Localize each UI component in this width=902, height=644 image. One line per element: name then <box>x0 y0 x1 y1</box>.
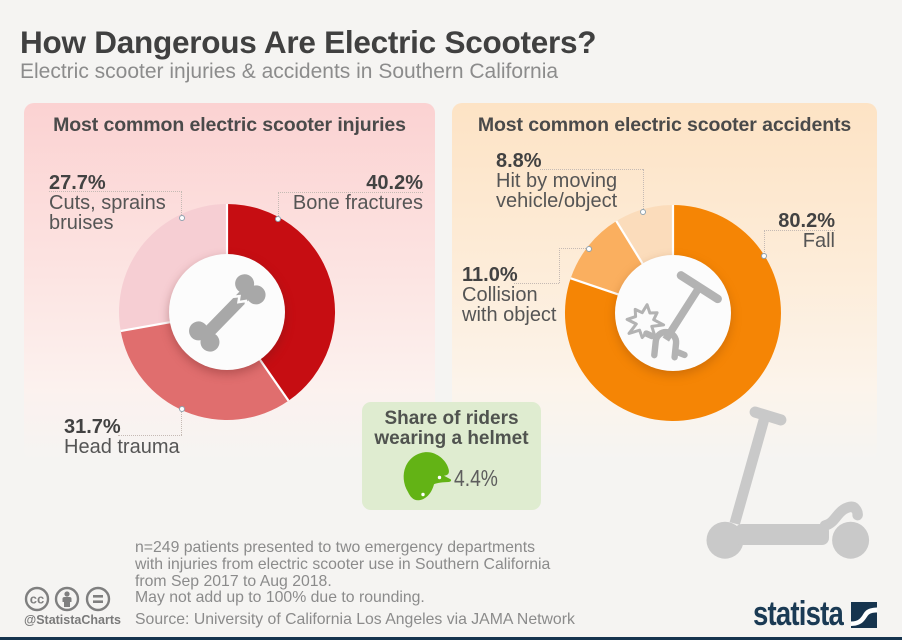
svg-text:cc: cc <box>30 592 44 607</box>
